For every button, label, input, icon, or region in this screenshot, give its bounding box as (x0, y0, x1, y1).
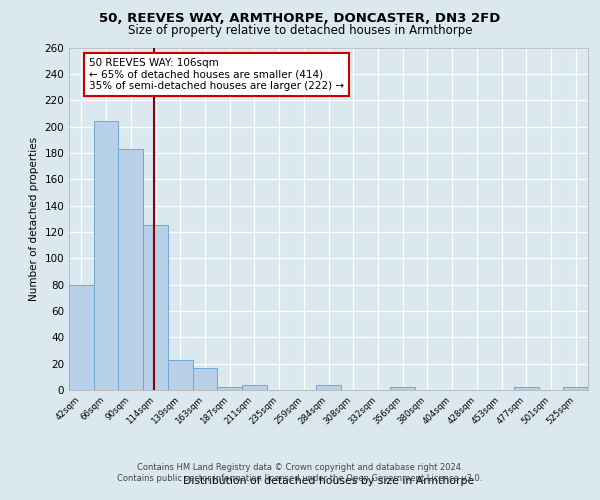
Bar (143, 226, 168, 390)
Bar (217, 388, 242, 390)
Bar (514, 388, 539, 390)
Text: 50, REEVES WAY, ARMTHORPE, DONCASTER, DN3 2FD: 50, REEVES WAY, ARMTHORPE, DONCASTER, DN… (100, 12, 500, 26)
Text: Contains public sector information licensed under the Open Government Licence v3: Contains public sector information licen… (118, 474, 482, 483)
Bar (242, 384, 267, 390)
Bar (390, 388, 415, 390)
X-axis label: Distribution of detached houses by size in Armthorpe: Distribution of detached houses by size … (183, 476, 474, 486)
Text: Size of property relative to detached houses in Armthorpe: Size of property relative to detached ho… (128, 24, 472, 37)
Bar (563, 388, 588, 390)
Bar (118, 149, 143, 390)
Bar (193, 368, 217, 390)
Text: 50 REEVES WAY: 106sqm
← 65% of detached houses are smaller (414)
35% of semi-det: 50 REEVES WAY: 106sqm ← 65% of detached … (89, 58, 344, 91)
Bar (69, 284, 94, 390)
Y-axis label: Number of detached properties: Number of detached properties (29, 136, 39, 301)
Bar (168, 360, 193, 390)
Bar (316, 384, 341, 390)
Text: Contains HM Land Registry data © Crown copyright and database right 2024.: Contains HM Land Registry data © Crown c… (137, 462, 463, 471)
Bar (94, 122, 118, 390)
